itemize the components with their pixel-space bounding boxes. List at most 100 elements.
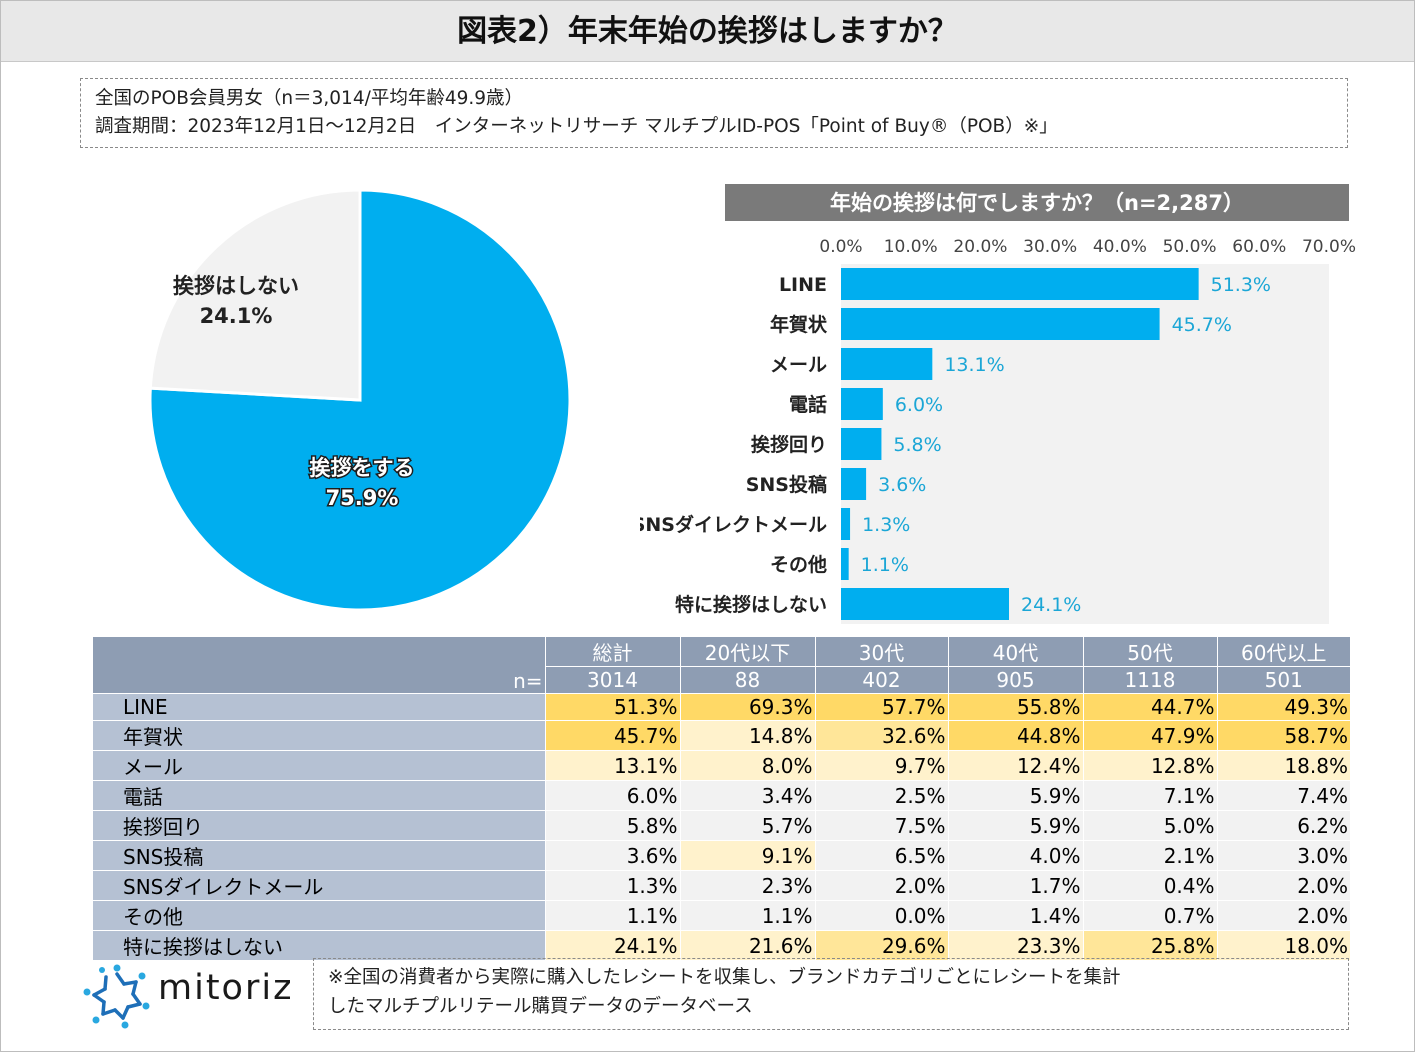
table-cell: 49.3% [1216,693,1350,721]
x-tick-label: 30.0% [1023,237,1077,257]
table-corner: n= [93,637,545,694]
bar-category-label: 電話 [789,393,827,416]
table-cell: 12.4% [947,750,1083,781]
bar-6 [841,468,867,500]
table-cell: 44.8% [947,720,1083,751]
pie-label-2: 挨拶はしない [173,274,299,298]
column-header: 50代 [1082,637,1217,667]
bar-category-label: メール [770,354,827,376]
sample-size-cell: 501 [1216,666,1350,694]
table-cell: 4.0% [947,840,1083,871]
table-row: LINE 51.3% 69.3% 57.7% 55.8% 44.7% 49.3% [93,693,1350,721]
table-cell: 24.1% [544,930,680,960]
column-header: 60代以上 [1216,637,1350,667]
table-cell: 5.9% [947,780,1083,811]
table-cell: 6.0% [544,780,680,811]
table-cell: 9.7% [814,750,948,781]
bar-4 [841,388,883,420]
bar-9 [841,588,1010,620]
bar-chart-title: 年始の挨拶は何でしますか？（n=2,287） [725,184,1349,221]
column-header: 40代 [947,637,1083,667]
x-tick-label: 20.0% [953,237,1007,257]
sample-size-cell: 88 [679,666,815,694]
sample-size-cell: 402 [814,666,948,694]
table-cell: 55.8% [947,693,1083,721]
bar-value-label: 6.0% [895,394,943,416]
x-tick-label: 50.0% [1163,237,1217,257]
table-row: メール 13.1% 8.0% 9.7% 12.4% 12.8% 18.8% [93,750,1350,781]
age-breakdown-table: n= 総計 20代以下 30代 40代 50代 60代以上 3014 88 402 905 1118 5… [93,637,1350,960]
bar-value-label: 1.1% [861,554,909,576]
mitoriz-logo-text: mitoriz [158,968,294,1008]
table-cell: 2.0% [1216,900,1350,931]
column-header: 20代以下 [679,637,815,667]
table-cell: 5.9% [947,810,1083,841]
table-row: SNSダイレクトメール 1.3% 2.3% 2.0% 1.7% 0.4% 2.0% [93,870,1350,901]
footnote-line-2: したマルチプルリテール購買データのデータベース [328,996,753,1017]
bar-2 [841,308,1160,340]
footnote-line-1: ※全国の消費者から実際に購入したレシートを収集し、ブランドカテゴリごとにレシート… [328,967,1121,988]
table-cell: 2.3% [679,870,815,901]
table-cell: 18.0% [1216,930,1350,960]
sample-size-cell: 905 [947,666,1083,694]
mitoriz-logo-icon [83,964,150,1029]
table-cell: 1.7% [947,870,1083,901]
table-cell: 0.7% [1082,900,1217,931]
bar-category-label: 年賀状 [770,313,828,336]
table-cell: 1.1% [679,900,815,931]
table-cell: 5.0% [1082,810,1217,841]
row-label: 電話 [93,780,545,811]
bar-value-label: 1.3% [862,514,910,536]
table-cell: 14.8% [679,720,815,751]
row-label: その他 [93,900,545,931]
x-tick-label: 10.0% [884,237,938,257]
pie-value-2: 24.1% [200,304,273,328]
table-row: 挨拶回り 5.8% 5.7% 7.5% 5.9% 5.0% 6.2% [93,810,1350,841]
bar-category-label: 特に挨拶はしない [675,593,827,616]
row-label: 挨拶回り [93,810,545,841]
table-cell: 6.5% [814,840,948,871]
table-row: 電話 6.0% 3.4% 2.5% 5.9% 7.1% 7.4% [93,780,1350,811]
table-row: 特に挨拶はしない 24.1% 21.6% 29.6% 23.3% 25.8% 18.0% [93,930,1350,960]
table-cell: 7.4% [1216,780,1350,811]
bar-value-label: 3.6% [878,474,926,496]
survey-info: 全国のPOB会員男女（n＝3,014/平均年齢49.9歳） 調査期間：2023年… [80,78,1348,148]
table-cell: 0.0% [814,900,948,931]
bar-category-label: その他 [770,553,827,576]
table-cell: 2.0% [1216,870,1350,901]
table-cell: 44.7% [1082,693,1217,721]
bar-7 [841,508,851,540]
table-row: 年賀状 45.7% 14.8% 32.6% 44.8% 47.9% 58.7% [93,720,1350,751]
bar-value-label: 51.3% [1211,274,1271,296]
table-cell: 21.6% [679,930,815,960]
bar-3 [841,348,933,380]
bar-1 [841,268,1199,300]
row-label: LINE [93,693,545,721]
table-cell: 1.1% [544,900,680,931]
greeting-pie-chart: 挨拶をする 75.9% 挨拶はしない 24.1% [148,188,572,612]
table-cell: 58.7% [1216,720,1350,751]
table-cell: 25.8% [1082,930,1217,960]
table-cell: 5.7% [679,810,815,841]
row-label: 年賀状 [93,720,545,751]
table-cell: 2.5% [814,780,948,811]
table-cell: 3.4% [679,780,815,811]
table-cell: 8.0% [679,750,815,781]
row-label: SNSダイレクトメール [93,870,545,901]
table-cell: 57.7% [814,693,948,721]
bar-8 [841,548,849,580]
column-header: 30代 [814,637,948,667]
table-cell: 2.1% [1082,840,1217,871]
table-row: SNS投稿 3.6% 9.1% 6.5% 4.0% 2.1% 3.0% [93,840,1350,871]
figure-title: 図表2）年末年始の挨拶はしますか？ [1,1,1414,62]
table-cell: 47.9% [1082,720,1217,751]
x-tick-label: 0.0% [819,237,862,257]
bar-category-label: 挨拶回り [751,433,827,456]
bar-category-label: SNSダイレクトメール [640,513,827,536]
column-header: 総計 [544,637,680,667]
table-cell: 3.0% [1216,840,1350,871]
table-cell: 18.8% [1216,750,1350,781]
sample-size-cell: 1118 [1082,666,1217,694]
bar-category-label: SNS投稿 [746,473,827,496]
